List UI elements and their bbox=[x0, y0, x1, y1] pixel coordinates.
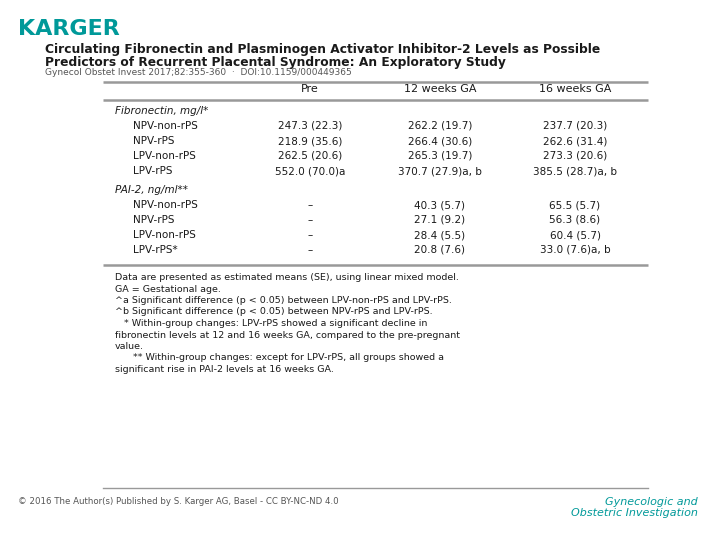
Text: Pre: Pre bbox=[301, 84, 319, 94]
Text: 370.7 (27.9)a, b: 370.7 (27.9)a, b bbox=[398, 166, 482, 176]
Text: 27.1 (9.2): 27.1 (9.2) bbox=[415, 215, 466, 225]
Text: –: – bbox=[307, 215, 312, 225]
Text: fibronectin levels at 12 and 16 weeks GA, compared to the pre-pregnant: fibronectin levels at 12 and 16 weeks GA… bbox=[115, 330, 460, 340]
Text: 16 weeks GA: 16 weeks GA bbox=[539, 84, 611, 94]
Text: Gynecologic and: Gynecologic and bbox=[606, 497, 698, 507]
Text: significant rise in PAI-2 levels at 16 weeks GA.: significant rise in PAI-2 levels at 16 w… bbox=[115, 365, 334, 374]
Text: 33.0 (7.6)a, b: 33.0 (7.6)a, b bbox=[540, 245, 611, 255]
Text: KARGER: KARGER bbox=[18, 19, 120, 39]
Text: Gynecol Obstet Invest 2017;82:355-360  ·  DOI:10.1159/000449365: Gynecol Obstet Invest 2017;82:355-360 · … bbox=[45, 68, 352, 77]
Text: © 2016 The Author(s) Published by S. Karger AG, Basel - CC BY-NC-ND 4.0: © 2016 The Author(s) Published by S. Kar… bbox=[18, 497, 338, 506]
Text: NPV-rPS: NPV-rPS bbox=[133, 136, 174, 146]
Text: 40.3 (5.7): 40.3 (5.7) bbox=[415, 200, 466, 210]
Text: 218.9 (35.6): 218.9 (35.6) bbox=[278, 136, 342, 146]
Text: ** Within-group changes: except for LPV-rPS, all groups showed a: ** Within-group changes: except for LPV-… bbox=[115, 354, 444, 362]
Text: 65.5 (5.7): 65.5 (5.7) bbox=[549, 200, 600, 210]
Text: –: – bbox=[307, 200, 312, 210]
Text: NPV-non-rPS: NPV-non-rPS bbox=[133, 121, 198, 131]
Text: 56.3 (8.6): 56.3 (8.6) bbox=[549, 215, 600, 225]
Text: LPV-rPS*: LPV-rPS* bbox=[133, 245, 178, 255]
Text: value.: value. bbox=[115, 342, 144, 351]
Text: PAI-2, ng/ml**: PAI-2, ng/ml** bbox=[115, 185, 188, 195]
Text: 273.3 (20.6): 273.3 (20.6) bbox=[543, 151, 607, 161]
Text: 28.4 (5.5): 28.4 (5.5) bbox=[415, 230, 466, 240]
Text: Fibronectin, mg/l*: Fibronectin, mg/l* bbox=[115, 106, 208, 116]
Text: 237.7 (20.3): 237.7 (20.3) bbox=[543, 121, 607, 131]
Text: LPV-rPS: LPV-rPS bbox=[133, 166, 173, 176]
Text: NPV-rPS: NPV-rPS bbox=[133, 215, 174, 225]
Text: NPV-non-rPS: NPV-non-rPS bbox=[133, 200, 198, 210]
Text: 262.6 (31.4): 262.6 (31.4) bbox=[543, 136, 607, 146]
Text: ^b Significant difference (p < 0.05) between NPV-rPS and LPV-rPS.: ^b Significant difference (p < 0.05) bet… bbox=[115, 307, 433, 316]
Text: 552.0 (70.0)a: 552.0 (70.0)a bbox=[275, 166, 345, 176]
Text: ^a Significant difference (p < 0.05) between LPV-non-rPS and LPV-rPS.: ^a Significant difference (p < 0.05) bet… bbox=[115, 296, 452, 305]
Text: 60.4 (5.7): 60.4 (5.7) bbox=[549, 230, 600, 240]
Text: 385.5 (28.7)a, b: 385.5 (28.7)a, b bbox=[533, 166, 617, 176]
Text: GA = Gestational age.: GA = Gestational age. bbox=[115, 285, 221, 294]
Text: 262.2 (19.7): 262.2 (19.7) bbox=[408, 121, 472, 131]
Text: Circulating Fibronectin and Plasminogen Activator Inhibitor-2 Levels as Possible: Circulating Fibronectin and Plasminogen … bbox=[45, 43, 600, 56]
Text: LPV-non-rPS: LPV-non-rPS bbox=[133, 230, 196, 240]
Text: –: – bbox=[307, 245, 312, 255]
Text: LPV-non-rPS: LPV-non-rPS bbox=[133, 151, 196, 161]
Text: 262.5 (20.6): 262.5 (20.6) bbox=[278, 151, 342, 161]
Text: Predictors of Recurrent Placental Syndrome: An Exploratory Study: Predictors of Recurrent Placental Syndro… bbox=[45, 56, 506, 69]
Text: 20.8 (7.6): 20.8 (7.6) bbox=[415, 245, 466, 255]
Text: Obstetric Investigation: Obstetric Investigation bbox=[571, 508, 698, 518]
Text: 12 weeks GA: 12 weeks GA bbox=[404, 84, 476, 94]
Text: * Within-group changes: LPV-rPS showed a significant decline in: * Within-group changes: LPV-rPS showed a… bbox=[115, 319, 428, 328]
Text: 266.4 (30.6): 266.4 (30.6) bbox=[408, 136, 472, 146]
Text: Data are presented as estimated means (SE), using linear mixed model.: Data are presented as estimated means (S… bbox=[115, 273, 459, 282]
Text: 265.3 (19.7): 265.3 (19.7) bbox=[408, 151, 472, 161]
Text: –: – bbox=[307, 230, 312, 240]
Text: 247.3 (22.3): 247.3 (22.3) bbox=[278, 121, 342, 131]
